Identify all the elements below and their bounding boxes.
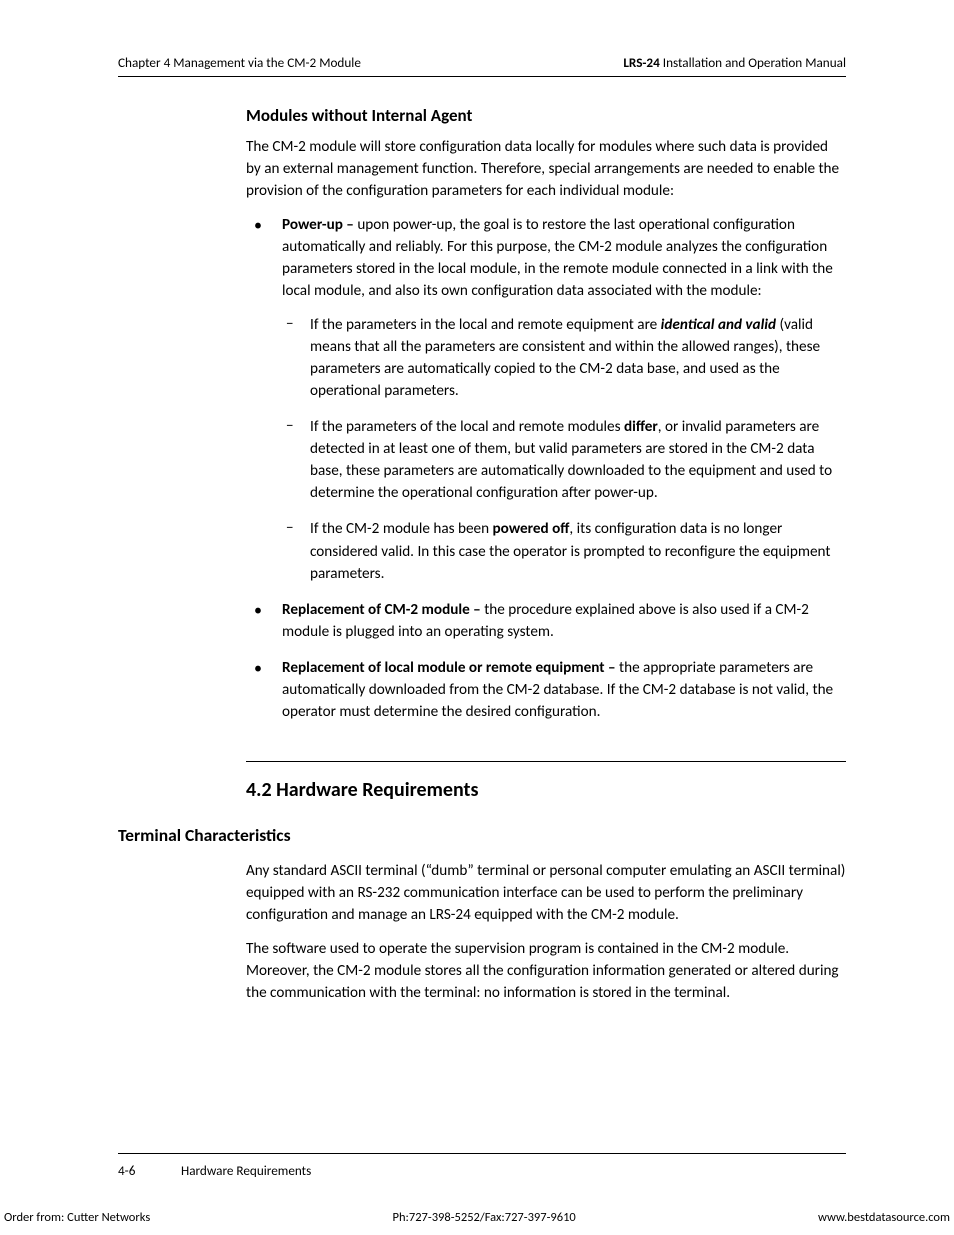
page-number: 4-6 [118, 1162, 178, 1179]
page: Chapter 4 Management via the CM-2 Module… [0, 0, 954, 1235]
tc-para-1: Any standard ASCII terminal (“dumb” term… [246, 860, 846, 926]
bullet-text: upon power-up, the goal is to restore th… [282, 216, 833, 300]
section-title-hardware-req: 4.2 Hardware Requirements [246, 778, 846, 802]
sidehead-terminal-characteristics: Terminal Characteristics [118, 824, 846, 846]
tc-para-2: The software used to operate the supervi… [246, 938, 846, 1004]
subhead-modules-without-agent: Modules without Internal Agent [246, 105, 846, 126]
bullet-replacement-local: Replacement of local module or remote eq… [246, 657, 846, 723]
dash-list: If the parameters in the local and remot… [282, 314, 846, 584]
dash-em: differ [624, 418, 658, 436]
bullet-replacement-cm2: Replacement of CM-2 module – the procedu… [246, 599, 846, 643]
section-modules-without-agent: Modules without Internal Agent The CM-2 … [246, 105, 846, 723]
dash-pre: If the parameters in the local and remot… [310, 316, 661, 334]
section-terminal-characteristics: Any standard ASCII terminal (“dumb” term… [246, 860, 846, 1004]
footer-section-name: Hardware Requirements [181, 1162, 311, 1179]
dash-pre: If the CM-2 module has been [310, 520, 493, 538]
doc-code: LRS-24 [623, 54, 659, 71]
bullet-lead: Replacement of CM-2 module – [282, 601, 484, 619]
running-head-left: Chapter 4 Management via the CM-2 Module [118, 54, 361, 71]
intro-paragraph: The CM-2 module will store configuration… [246, 136, 846, 202]
page-footer: 4-6 Hardware Requirements [118, 1153, 846, 1179]
order-line: Order from: Cutter Networks Ph:727-398-5… [4, 1210, 950, 1225]
doc-title-rest: Installation and Operation Manual [660, 54, 846, 71]
bullet-lead: Replacement of local module or remote eq… [282, 659, 619, 677]
bullet-power-up: Power-up – upon power-up, the goal is to… [246, 214, 846, 584]
running-head: Chapter 4 Management via the CM-2 Module… [118, 54, 846, 77]
running-head-right: LRS-24 Installation and Operation Manual [623, 54, 846, 71]
bullet-list: Power-up – upon power-up, the goal is to… [246, 214, 846, 723]
footer-rule [118, 1153, 846, 1154]
footer-line: 4-6 Hardware Requirements [118, 1162, 846, 1179]
dash-identical-valid: If the parameters in the local and remot… [282, 314, 846, 402]
dash-pre: If the parameters of the local and remot… [310, 418, 624, 436]
dash-em: identical and valid [661, 316, 776, 334]
order-right: www.bestdatasource.com [818, 1210, 950, 1225]
bullet-lead: Power-up – [282, 216, 357, 234]
order-left: Order from: Cutter Networks [4, 1210, 150, 1225]
section-rule [246, 761, 846, 762]
order-center: Ph:727-398-5252/Fax:727-397-9610 [393, 1210, 576, 1225]
dash-differ: If the parameters of the local and remot… [282, 416, 846, 504]
dash-em: powered off [493, 520, 570, 538]
dash-powered-off: If the CM-2 module has been powered off,… [282, 518, 846, 584]
